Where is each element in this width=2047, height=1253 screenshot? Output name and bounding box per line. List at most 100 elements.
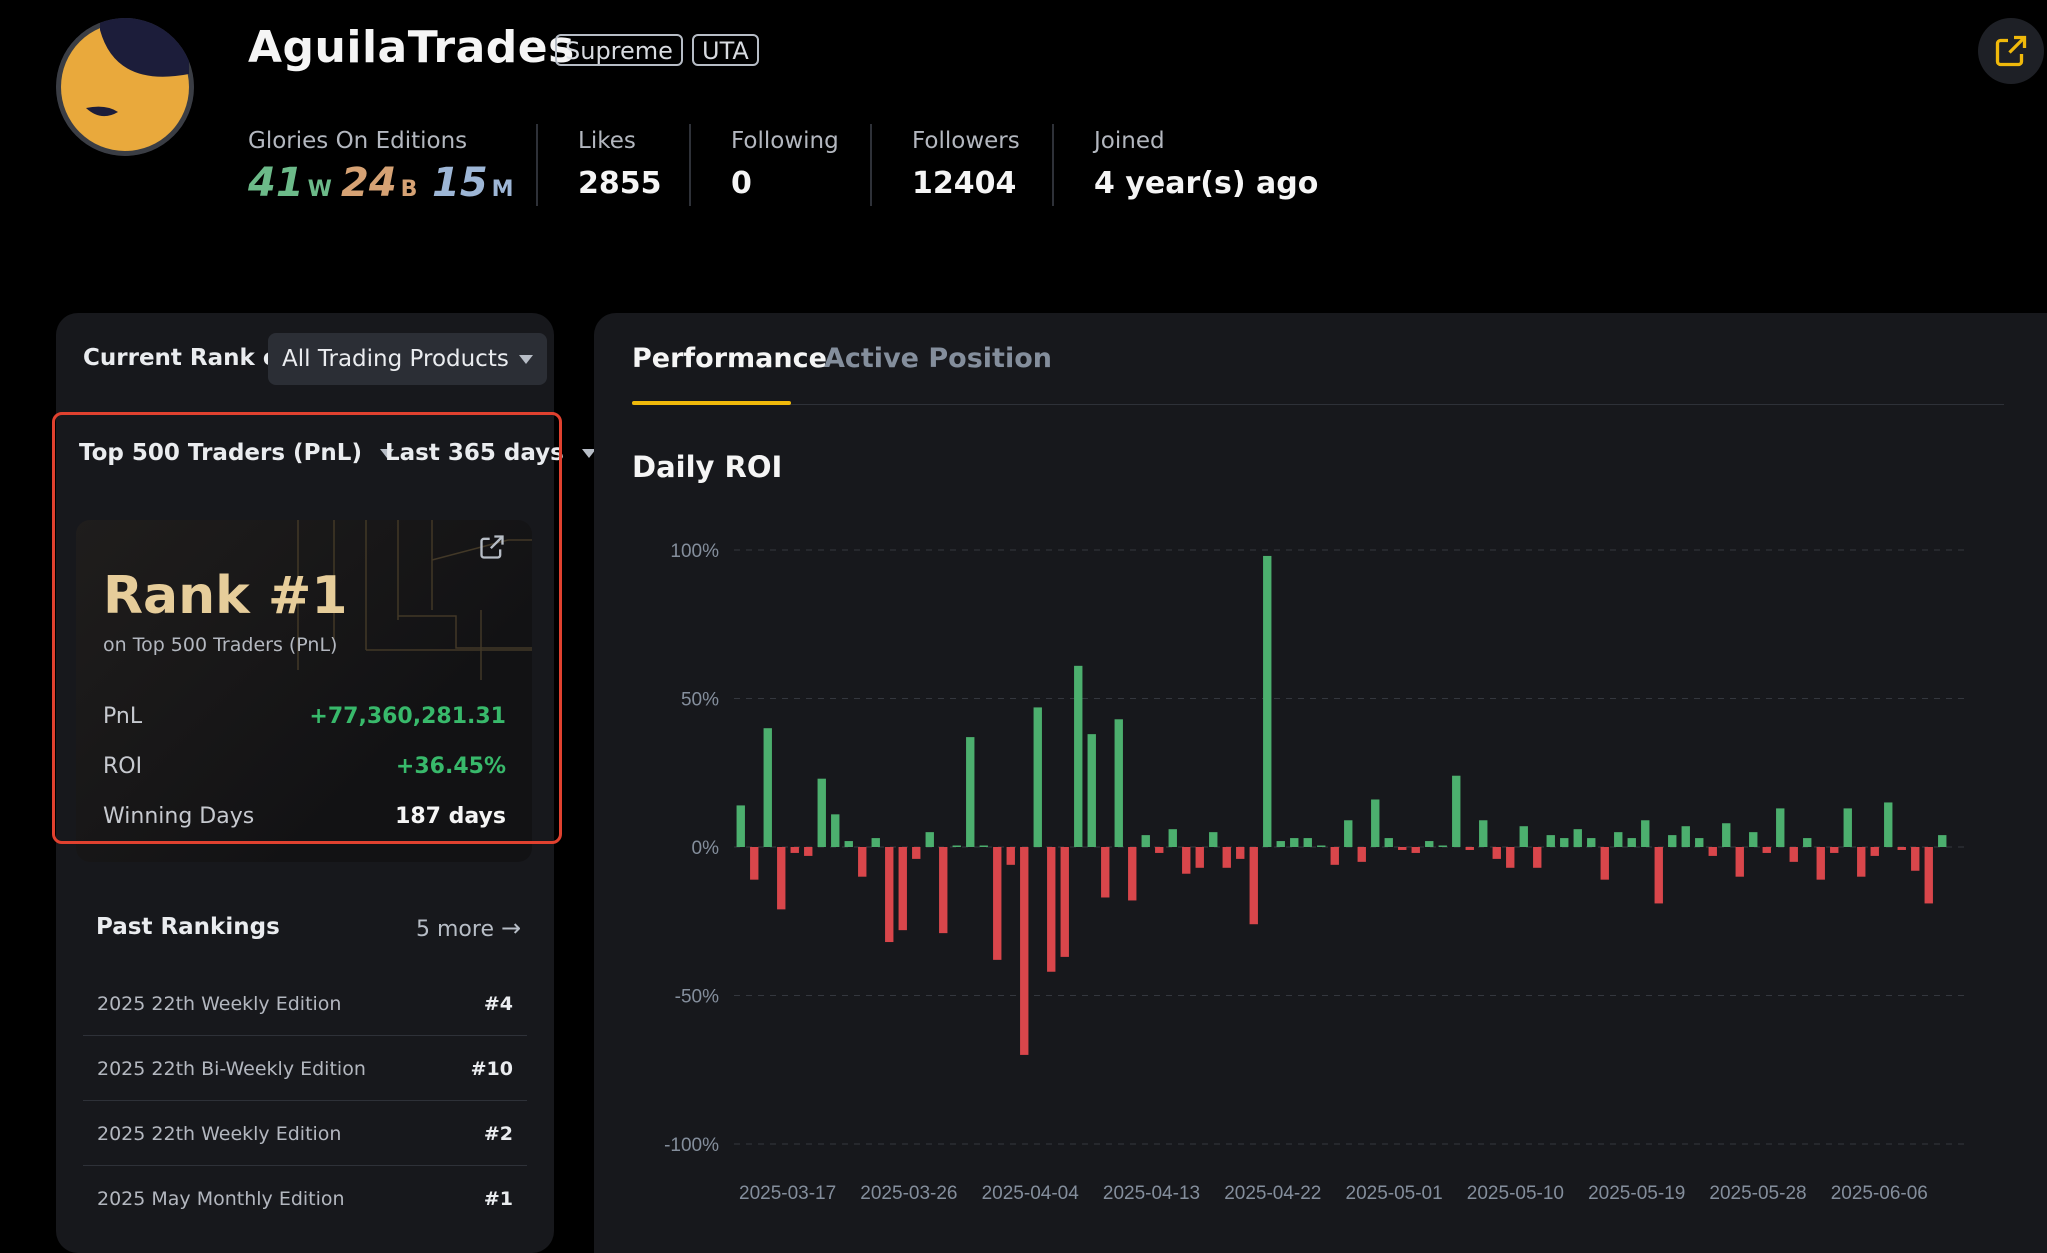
followers-value[interactable]: 12404 [912,166,1017,201]
roi-bar [1533,847,1542,868]
roi-bar [1290,838,1299,847]
edition-rank: #10 [470,1057,513,1080]
roi-bar [1897,847,1906,850]
roi-bar [1425,841,1434,847]
roi-bar [1209,832,1218,847]
roi-bar [1074,665,1083,847]
glory-weekly-count: 41 [248,160,304,206]
period-select[interactable]: Last 365 days [385,440,596,466]
past-ranking-row[interactable]: 2025 22th Weekly Edition #2 [83,1102,527,1166]
roi-bar [1384,838,1393,847]
following-value[interactable]: 0 [731,166,752,201]
followers-label[interactable]: Followers [912,128,1020,154]
period-select-value: Last 365 days [385,440,564,466]
rank-subtitle: on Top 500 Traders (PnL) [103,634,338,656]
roi-bar [1398,847,1407,850]
roi-bar [763,728,772,847]
roi-bar [939,847,948,934]
glory-biweekly-letter: B [400,177,418,202]
pnl-value: +77,360,281.31 [309,704,506,729]
more-label: 5 more [416,917,494,942]
roi-bar [1924,847,1933,904]
roi-bar [1857,847,1866,877]
divider [536,124,538,206]
roi-bar [1276,841,1285,847]
likes-label: Likes [578,128,636,154]
arrow-right-icon: → [500,914,522,942]
roi-bar [1438,845,1447,847]
y-tick-label: 100% [670,541,719,562]
roi-bar [1263,555,1272,847]
board-select[interactable]: Top 500 Traders (PnL) [79,440,394,466]
roi-bar [1020,847,1029,1055]
roi-bar [777,847,786,910]
roi-bar [1479,820,1488,847]
roi-bar [1155,847,1164,853]
roi-bar [925,832,934,847]
roi-bar [1735,847,1744,877]
roi-bar [790,847,799,853]
past-ranking-row[interactable]: 2025 22th Weekly Edition #4 [83,972,527,1036]
roi-bar [1708,847,1717,856]
roi-bar [1938,835,1947,847]
roi-bar [750,847,759,880]
roi-bar [1060,847,1069,957]
caret-down-icon [379,448,394,458]
roi-bar [871,838,880,847]
rank-share-icon[interactable] [478,533,506,565]
share-button[interactable] [1978,18,2044,84]
roi-bar [844,841,853,847]
tab-performance[interactable]: Performance [632,343,827,374]
divider [1052,124,1054,206]
edition-name: 2025 May Monthly Edition [97,1188,345,1210]
roi-bar [1789,847,1798,862]
past-rankings-more[interactable]: 5 more → [416,914,521,942]
roi-bar [1195,847,1204,868]
tag-uta: UTA [692,34,759,66]
rank-card [76,520,532,862]
roi-bar [1573,829,1582,847]
roi-bar [1411,847,1420,853]
roi-bar [831,814,840,847]
roi-bar [1317,845,1326,847]
daily-roi-chart: 100% 50% 0% -50% -100% 2025-03-17 2025-03-26 20… [664,541,1969,1204]
glory-monthly-count: 15 [432,160,488,206]
roi-bar [1128,847,1137,901]
roi-bar [1452,775,1461,847]
roi-bar [1006,847,1015,865]
past-rankings-title: Past Rankings [96,914,280,940]
edition-name: 2025 22th Weekly Edition [97,992,342,1015]
winning-days-value: 187 days [395,804,506,829]
joined-label: Joined [1094,128,1165,154]
product-select[interactable]: All Trading Products [268,333,547,385]
divider [689,124,691,206]
board-select-value: Top 500 Traders (PnL) [79,440,362,466]
roi-label: ROI [103,754,143,779]
roi-bar [885,847,894,943]
following-label[interactable]: Following [731,128,839,154]
roi-bar [1870,847,1879,856]
roi-bar [1884,802,1893,847]
roi-bar [1668,835,1677,847]
tab-active-position[interactable]: Active Position [824,343,1052,374]
roi-bar [1816,847,1825,880]
roi-bar [817,778,826,847]
past-ranking-row[interactable]: 2025 22th Bi-Weekly Edition #10 [83,1037,527,1101]
rank-title: Rank #1 [103,566,348,626]
past-ranking-row[interactable]: 2025 May Monthly Edition #1 [83,1167,527,1231]
x-tick-label: 2025-04-13 [1103,1183,1200,1204]
roi-bar [1681,826,1690,847]
glory-biweekly: 24 B [341,160,417,206]
avatar [56,18,194,156]
roi-bar [1546,835,1555,847]
roi-bar [1222,847,1231,868]
roi-bar [1236,847,1245,859]
y-tick-label: -50% [675,987,719,1008]
roi-bar [1911,847,1920,871]
x-tick-label: 2025-04-22 [1224,1183,1321,1204]
chart-title: Daily ROI [632,450,783,484]
performance-panel [594,313,2047,1253]
product-select-value: All Trading Products [282,346,509,372]
roi-bar [1047,847,1056,972]
roi-bar [1114,719,1123,847]
